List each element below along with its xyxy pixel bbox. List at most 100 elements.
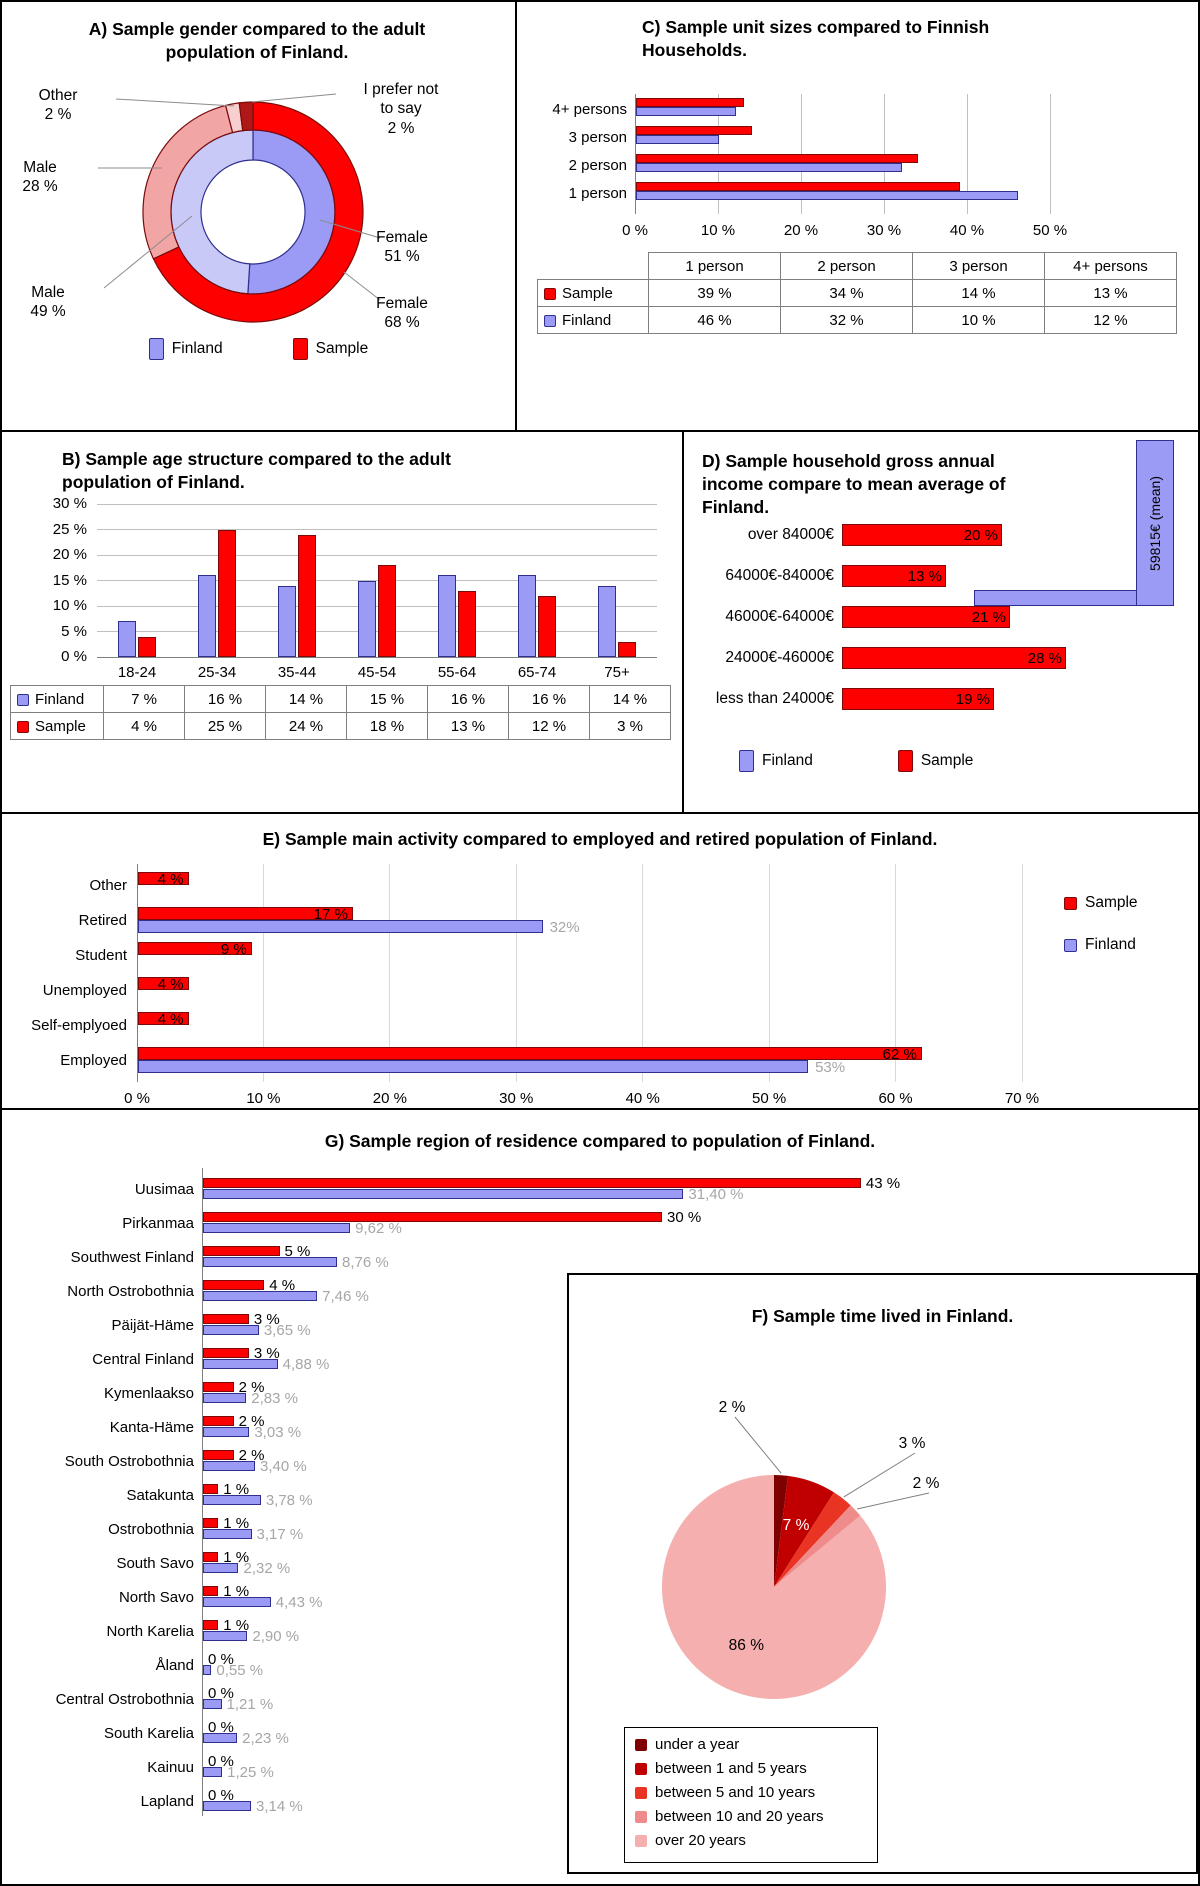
callout-line: I prefer not: [363, 81, 439, 98]
bar-value-label: 21 %: [971, 609, 1006, 626]
table-value-cell: 16 %: [508, 685, 590, 713]
region-label: Ostrobothnia: [108, 1521, 194, 1538]
pie-legend-label: over 20 years: [655, 1832, 746, 1849]
bar-sample-Kymenlaakso: [203, 1382, 234, 1392]
bar-value-finland: 53%: [815, 1059, 846, 1076]
y-axis-line: [202, 1168, 203, 1816]
x-axis-tick: 20 %: [783, 222, 819, 239]
x-axis-tick: 30 %: [866, 222, 902, 239]
region-label: South Savo: [116, 1555, 194, 1572]
callout-line: Female: [376, 295, 428, 312]
bar-finland-Satakunta: [203, 1495, 261, 1505]
region-sample-label: 30 %: [667, 1209, 702, 1226]
region-sample-label: 1 %: [223, 1549, 250, 1566]
gridline-v: [515, 864, 517, 1082]
region-sample-label: 0 %: [208, 1651, 234, 1668]
region-finland-label: 3,78 %: [265, 1492, 313, 1509]
x-category-label: 35-44: [277, 664, 317, 681]
region-label: Kainuu: [147, 1759, 194, 1776]
category-label: 64000€-84000€: [725, 567, 834, 584]
bar-sample-55-64: [458, 590, 476, 657]
panel-income: D) Sample household gross annual income …: [682, 430, 1200, 814]
table-series-label: Finland: [35, 690, 85, 708]
pie-leader-line: [856, 1492, 930, 1510]
table-series-cell: Finland: [10, 685, 104, 713]
bar-sample-2 person: [636, 154, 919, 163]
region-finland-label: 1,25 %: [227, 1764, 274, 1781]
y-axis-tick: 15 %: [52, 571, 87, 589]
finland-mean-label: 59815€ (mean): [1147, 475, 1163, 571]
region-finland-label: 2,32 %: [243, 1560, 291, 1577]
table-value-cell: 16 %: [184, 685, 266, 713]
table-header-cell: 4+ persons: [1044, 252, 1177, 280]
pie-value-label: 86 %: [728, 1636, 764, 1654]
region-finland-label: 4,43 %: [275, 1594, 323, 1611]
region-sample-label: 1 %: [223, 1515, 250, 1532]
pie-legend-label: between 1 and 5 years: [655, 1760, 807, 1777]
table-value-cell: 16 %: [427, 685, 509, 713]
x-axis-tick: 70 %: [1004, 1090, 1040, 1107]
bar-value-finland: 32%: [549, 919, 580, 936]
region-label: Pirkanmaa: [122, 1215, 194, 1232]
region-finland-label: 3,03 %: [254, 1424, 302, 1441]
bar-sample-35-44: [298, 534, 316, 657]
bar-value-sample: 17 %: [313, 906, 348, 923]
table-value-cell: 34 %: [780, 279, 913, 307]
table-value-cell: 3 %: [589, 712, 671, 740]
region-label: North Ostrobothnia: [67, 1283, 194, 1300]
leader-line: [103, 215, 193, 289]
bar-value-label: 20 %: [963, 527, 998, 544]
y-axis-tick: 25 %: [52, 520, 87, 538]
x-axis-tick: 40 %: [625, 1090, 660, 1107]
region-finland-label: 2,83 %: [251, 1390, 298, 1407]
pie-legend-item-0: under a year: [635, 1736, 739, 1753]
region-finland-label: 3,17 %: [256, 1526, 304, 1543]
leader-line: [319, 219, 381, 239]
legend-item-sample: Sample: [1064, 894, 1138, 912]
pie-slice-between-10-and-20-years: [774, 1505, 861, 1587]
gridline-v: [895, 864, 897, 1082]
legend-item-sample: Sample: [897, 750, 973, 772]
bar-finland-Employed: [138, 1060, 809, 1073]
bar-finland-25-34: [198, 575, 216, 657]
region-finland-label: 7,46 %: [322, 1288, 369, 1305]
legend-label: Finland: [1085, 936, 1136, 953]
pie-legend-swatch: [635, 1810, 647, 1823]
donut-sample-female: [152, 101, 364, 323]
region-label: Satakunta: [126, 1487, 194, 1504]
region-label: Central Ostrobothnia: [55, 1691, 194, 1708]
table-series-cell: Finland: [537, 306, 649, 334]
category-label: 4+ persons: [552, 101, 627, 118]
pie-slice-between-1-and-5-years: [774, 1475, 835, 1587]
pie-slice-over-20-years: [662, 1475, 886, 1699]
x-category-label: 55-64: [437, 664, 477, 681]
pie-legend-swatch: [635, 1834, 647, 1847]
region-sample-label: 43 %: [865, 1175, 901, 1192]
table-swatch-finland: [544, 314, 556, 327]
x-category-label: 18-24: [117, 664, 157, 681]
bar-value-sample: 4 %: [157, 976, 184, 993]
bar-finland-North Karelia: [203, 1631, 248, 1641]
household-data-table: 1 person 2 person 3 person 4+ persons Sample…: [537, 252, 1177, 334]
gridline-v: [1049, 94, 1051, 214]
bar-sample-Ostrobothnia: [203, 1518, 219, 1528]
region-label: North Savo: [118, 1589, 194, 1606]
region-finland-label: 3,65 %: [263, 1322, 311, 1339]
callout-line: 68 %: [384, 314, 420, 332]
table-value-cell: 14 %: [912, 279, 1045, 307]
bar-sample-75+: [618, 641, 636, 657]
table-series-cell: Sample: [537, 279, 649, 307]
callout-line: 51 %: [384, 248, 420, 266]
table-value-cell: 14 %: [265, 685, 347, 713]
callout-line: 2 %: [387, 119, 415, 137]
gridline-v: [642, 864, 644, 1082]
y-axis-tick: 20 %: [52, 546, 87, 563]
region-label: Kymenlaakso: [103, 1385, 194, 1402]
pie-legend-item-4: over 20 years: [635, 1832, 746, 1849]
pie-leader-line: [734, 1416, 782, 1474]
panel-g-title: G) Sample region of residence compared t…: [324, 1131, 876, 1151]
legend-swatch-sample: [292, 338, 308, 360]
bar-sample-24000€-46000€: [842, 647, 1066, 669]
x-axis-tick: 50 %: [752, 1090, 787, 1107]
